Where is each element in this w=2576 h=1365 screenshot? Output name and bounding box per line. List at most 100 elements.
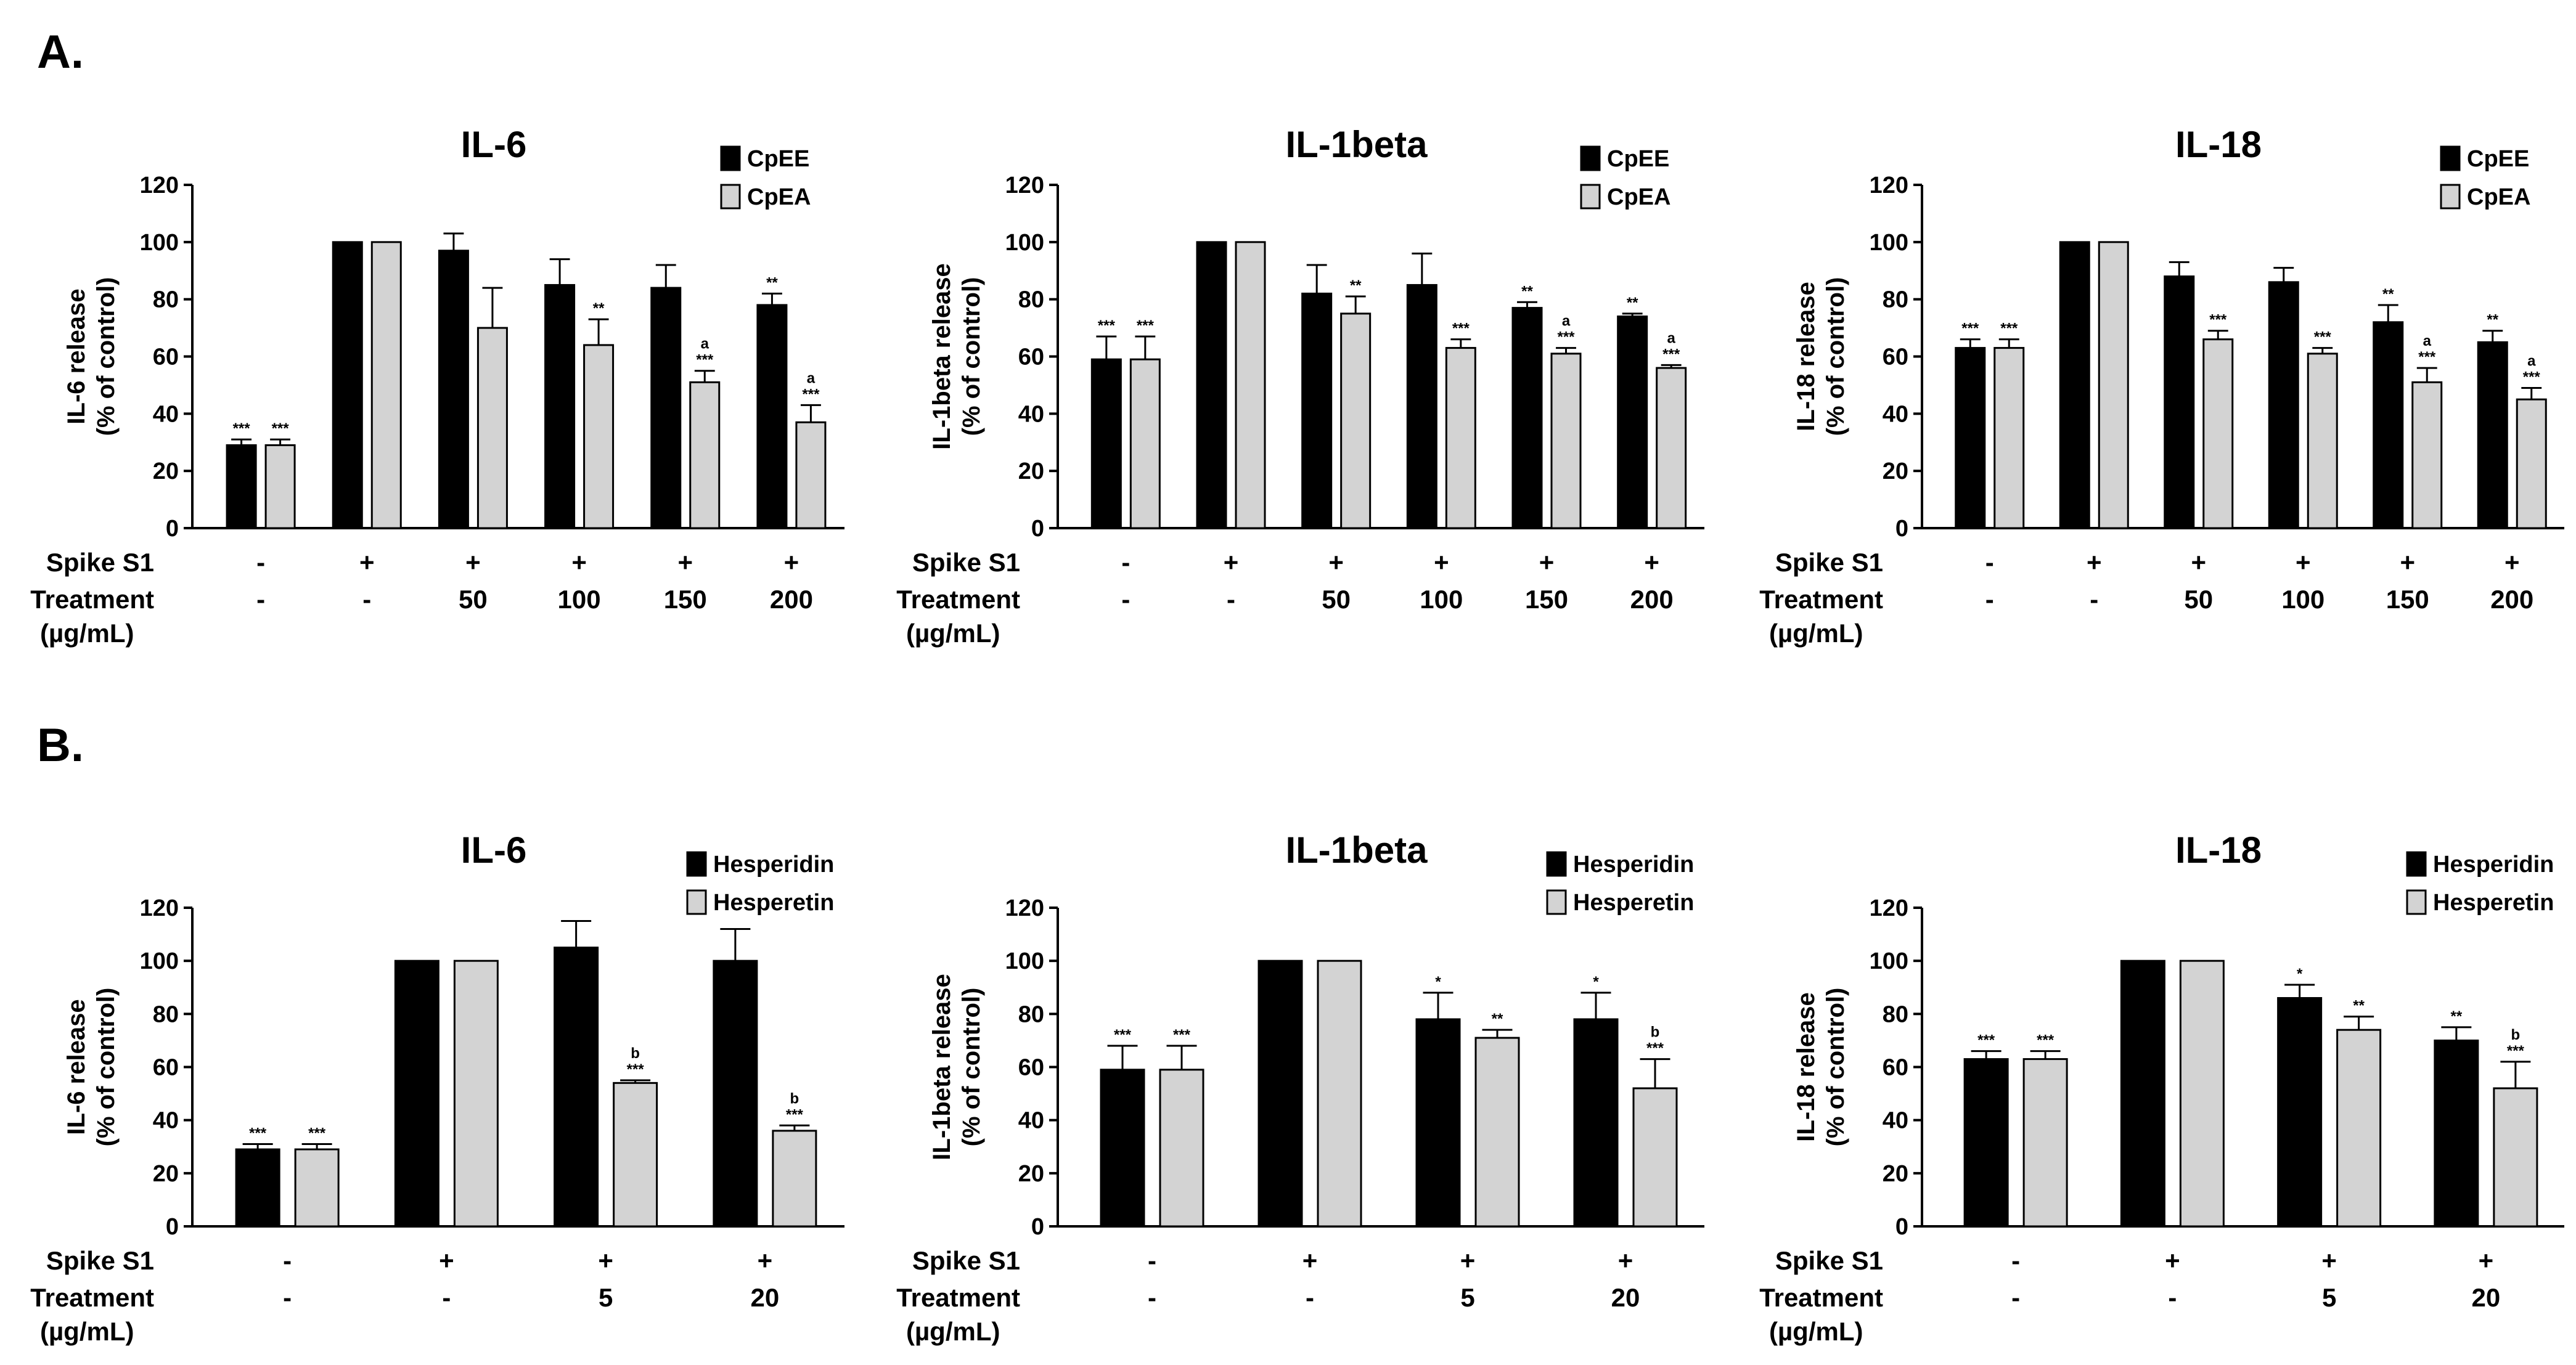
significance-annotation: * <box>1435 974 1441 990</box>
bar-cpee-5 <box>2477 341 2508 529</box>
legend-swatch-hesperidin <box>2406 851 2427 877</box>
y-tick-label: 80 <box>153 287 179 313</box>
bar-cpea-5 <box>2516 398 2547 529</box>
bar-hesperidin-2 <box>2277 996 2323 1228</box>
treatment-value: - <box>1306 1283 1314 1312</box>
legend-label-hesperetin: Hesperetin <box>2433 890 2554 916</box>
spike-value: + <box>439 1246 454 1275</box>
bar-hesperetin-0 <box>1159 1069 1204 1228</box>
row-label-treatment: Treatment <box>1759 585 1883 614</box>
significance-annotation: *** <box>1098 317 1116 334</box>
spike-value: - <box>283 1246 292 1275</box>
significance-annotation: *** <box>2314 329 2332 346</box>
bar-cpee-0 <box>226 444 257 529</box>
treatment-value: 5 <box>2322 1283 2336 1312</box>
y-tick-label: 40 <box>153 1108 179 1134</box>
y-tick-label: 60 <box>1018 344 1044 370</box>
bar-hesperidin-3 <box>2434 1039 2479 1228</box>
significance-annotation: ** <box>1521 283 1533 299</box>
spike-value: + <box>571 548 587 577</box>
bar-cpea-5 <box>1656 367 1687 529</box>
significance-annotation: b <box>1651 1024 1660 1041</box>
panel-label-b: B. <box>37 719 84 772</box>
y-tick-label: 20 <box>1883 458 1908 484</box>
significance-annotation: *** <box>249 1125 267 1141</box>
y-tick-label: 0 <box>1895 1214 1908 1240</box>
bar-cpea-3 <box>583 344 615 529</box>
bar-cpee-5 <box>756 304 788 529</box>
legend-label-cpea: CpEA <box>2467 184 2530 210</box>
chart-title: IL-6 <box>461 829 527 871</box>
bar-cpee-2 <box>2164 275 2195 529</box>
y-axis-label: IL-1beta release (% of control) <box>928 263 985 449</box>
treatment-value: 150 <box>664 585 707 614</box>
spike-value: + <box>1328 548 1344 577</box>
legend-swatch-cpea <box>1580 184 1601 210</box>
y-tick-label: 120 <box>140 895 179 921</box>
significance-annotation: *** <box>2523 369 2541 386</box>
bar-cpee-2 <box>1301 292 1333 529</box>
bar-hesperetin-3 <box>772 1130 817 1228</box>
row-label-treatment: Treatment <box>896 585 1020 614</box>
bar-cpee-0 <box>1955 347 1986 529</box>
y-tick-label: 120 <box>1005 895 1044 921</box>
y-axis-label: IL-6 release (% of control) <box>63 988 120 1147</box>
significance-annotation: *** <box>272 420 290 437</box>
row-label-treatment: Treatment <box>1759 1283 1883 1312</box>
y-axis-label-line: (% of control) <box>958 988 985 1147</box>
y-tick-label: 80 <box>153 1001 179 1027</box>
spike-value: - <box>1148 1246 1156 1275</box>
significance-annotation: *** <box>2037 1032 2055 1049</box>
y-tick-label: 100 <box>1005 230 1044 256</box>
bar-cpea-0 <box>1993 347 2025 529</box>
chart-a-il-18: IL-18 IL-18 release (% of control) 0 20 40 60 8… <box>1759 124 2564 648</box>
y-tick-label: 0 <box>166 516 179 542</box>
row-label-spike: Spike S1 <box>912 548 1020 577</box>
y-tick-label: 60 <box>153 344 179 370</box>
bar-cpee-4 <box>1511 307 1543 529</box>
bar-hesperetin-1 <box>2179 960 2225 1228</box>
row-label-unit: (µg/mL) <box>906 619 1000 648</box>
bar-hesperetin-0 <box>2022 1058 2068 1228</box>
legend-label-hesperetin: Hesperetin <box>1573 890 1694 916</box>
treatment-value: 50 <box>2184 585 2213 614</box>
bar-cpea-1 <box>2098 241 2129 529</box>
treatment-value: 20 <box>2472 1283 2501 1312</box>
bar-hesperetin-2 <box>1474 1037 1520 1228</box>
significance-annotation: *** <box>2209 312 2227 328</box>
treatment-value: 200 <box>1630 585 1674 614</box>
y-tick-label: 60 <box>1883 1055 1908 1081</box>
spike-value: + <box>1434 548 1449 577</box>
chart-a-il-6: IL-6 IL-6 release (% of control) 0 20 40 60 80 1… <box>30 124 844 648</box>
y-tick-label: 60 <box>153 1055 179 1081</box>
significance-annotation: a <box>807 370 816 386</box>
bar-cpee-0 <box>1090 358 1122 529</box>
spike-value: + <box>2321 1246 2337 1275</box>
spike-value: - <box>2011 1246 2020 1275</box>
spike-value: + <box>784 548 799 577</box>
treatment-value: 150 <box>2386 585 2429 614</box>
treatment-value: - <box>1121 585 1130 614</box>
significance-annotation: *** <box>802 386 820 402</box>
significance-annotation: b <box>631 1045 640 1062</box>
legend-swatch-hesperetin <box>686 889 707 915</box>
chart-b-il-18: IL-18 IL-18 release (% of control) 0 20 40 60 8… <box>1759 829 2564 1346</box>
y-axis-label-line: IL-6 release <box>63 999 90 1135</box>
bar-hesperetin-1 <box>1317 960 1362 1228</box>
row-label-unit: (µg/mL) <box>1769 619 1863 648</box>
treatment-value: 5 <box>1460 1283 1474 1312</box>
chart-b-il-1beta: IL-1beta IL-1beta release (% of control) 0 2… <box>896 829 1704 1346</box>
bar-hesperidin-3 <box>1573 1018 1619 1228</box>
y-axis-label-line: IL-18 release <box>1793 992 1820 1141</box>
row-label-spike: Spike S1 <box>1775 1246 1883 1275</box>
bar-hesperetin-3 <box>2493 1087 2538 1228</box>
treatment-value: 50 <box>1322 585 1351 614</box>
legend-swatch-hesperetin <box>2406 889 2427 915</box>
legend-label-hesperidin: Hesperidin <box>1573 852 1694 878</box>
bar-hesperidin-1 <box>2120 960 2165 1228</box>
treatment-value: - <box>2168 1283 2177 1312</box>
legend-label-hesperetin: Hesperetin <box>713 890 834 916</box>
significance-annotation: ** <box>1350 277 1362 294</box>
bar-cpee-5 <box>1617 316 1648 529</box>
